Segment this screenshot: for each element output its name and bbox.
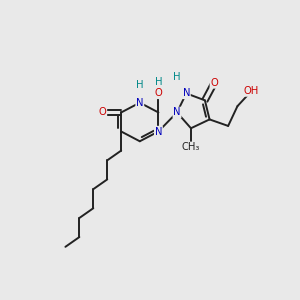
Text: O: O: [99, 107, 106, 117]
Text: CH₃: CH₃: [182, 142, 200, 152]
Text: H: H: [155, 77, 162, 87]
Text: O: O: [154, 88, 162, 98]
Text: N: N: [155, 127, 162, 136]
Text: H: H: [136, 80, 144, 89]
Text: OH: OH: [244, 86, 259, 96]
Text: N: N: [136, 98, 144, 108]
Text: N: N: [182, 88, 190, 98]
Text: N: N: [173, 107, 181, 117]
Text: O: O: [210, 78, 218, 88]
Text: H: H: [173, 72, 181, 82]
